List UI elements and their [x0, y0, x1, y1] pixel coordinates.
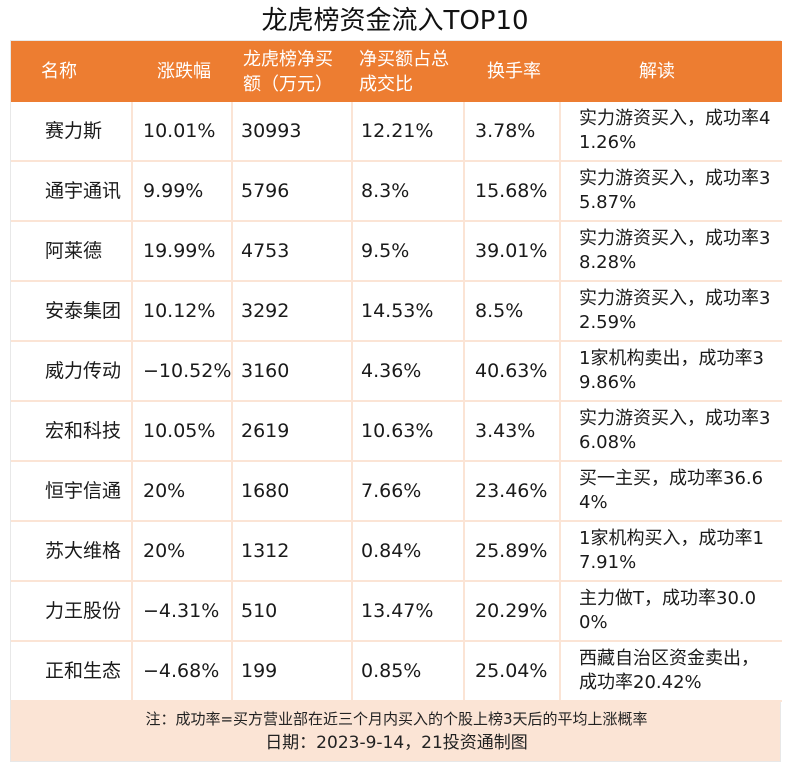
interpretation-cell: 买一主买，成功率36.64% — [561, 462, 782, 522]
interpretation-cell: 1家机构买入，成功率17.91% — [561, 522, 782, 582]
interpretation-cell: 实力游资买入，成功率38.28% — [561, 222, 782, 282]
net-buy-ratio-cell: 9.5% — [353, 222, 465, 282]
change-cell: 10.01% — [133, 102, 233, 162]
stock-name-cell: 威力传动 — [11, 342, 133, 402]
net-buy-cell: 2619 — [233, 402, 353, 462]
net-buy-ratio-cell: 12.21% — [353, 102, 465, 162]
stock-name-cell: 力王股份 — [11, 582, 133, 642]
change-cell: −4.68% — [133, 642, 233, 702]
header-net-buy-ratio: 净买额占总成交比 — [353, 41, 465, 102]
stock-name-cell: 宏和科技 — [11, 402, 133, 462]
header-name: 名称 — [11, 41, 133, 102]
table-row: 宏和科技 10.05% 2619 10.63% 3.43% 实力游资买入，成功率36.08… — [11, 402, 782, 462]
turnover-cell: 20.29% — [465, 582, 561, 642]
stock-name-cell: 赛力斯 — [11, 102, 133, 162]
net-buy-ratio-cell: 0.85% — [353, 642, 465, 702]
date-line: 日期：2023-9-14，21投资通制图 — [265, 733, 528, 753]
stock-name-cell: 恒宇信通 — [11, 462, 133, 522]
net-buy-ratio-cell: 8.3% — [353, 162, 465, 222]
turnover-cell: 3.43% — [465, 402, 561, 462]
stock-name-cell: 安泰集团 — [11, 282, 133, 342]
turnover-cell: 15.68% — [465, 162, 561, 222]
change-cell: 9.99% — [133, 162, 233, 222]
change-cell: 10.05% — [133, 402, 233, 462]
table-row: 苏大维格 20% 1312 0.84% 25.89% 1家机构买入，成功率17.91% — [11, 522, 782, 582]
header-change: 涨跌幅 — [133, 41, 233, 102]
turnover-cell: 25.89% — [465, 522, 561, 582]
table-row: 阿莱德 19.99% 4753 9.5% 39.01% 实力游资买入，成功率38.28% — [11, 222, 782, 282]
footnote: 注：成功率=买方营业部在近三个月内买入的个股上榜3天后的平均上涨概率 — [145, 710, 648, 728]
net-buy-cell: 199 — [233, 642, 353, 702]
net-buy-ratio-cell: 13.47% — [353, 582, 465, 642]
turnover-cell: 39.01% — [465, 222, 561, 282]
net-buy-ratio-cell: 14.53% — [353, 282, 465, 342]
net-buy-cell: 3292 — [233, 282, 353, 342]
stock-name-cell: 通宇通讯 — [11, 162, 133, 222]
table-frame: 名称 涨跌幅 龙虎榜净买额（万元） 净买额占总成交比 换手率 解读 赛力斯 10.… — [10, 40, 782, 762]
interpretation-cell: 西藏自治区资金卖出，成功率20.42% — [561, 642, 782, 702]
table-row: 恒宇信通 20% 1680 7.66% 23.46% 买一主买，成功率36.64% — [11, 462, 782, 522]
net-buy-ratio-cell: 10.63% — [353, 402, 465, 462]
turnover-cell: 8.5% — [465, 282, 561, 342]
header-net-buy: 龙虎榜净买额（万元） — [233, 41, 353, 102]
net-buy-cell: 3160 — [233, 342, 353, 402]
header-turnover: 换手率 — [465, 41, 561, 102]
interpretation-cell: 实力游资买入，成功率41.26% — [561, 102, 782, 162]
header-interpretation: 解读 — [561, 41, 782, 102]
change-cell: 20% — [133, 522, 233, 582]
turnover-cell: 40.63% — [465, 342, 561, 402]
stock-name-cell: 正和生态 — [11, 642, 133, 702]
stock-name-cell: 苏大维格 — [11, 522, 133, 582]
interpretation-cell: 实力游资买入，成功率35.87% — [561, 162, 782, 222]
table-row: 安泰集团 10.12% 3292 14.53% 8.5% 实力游资买入，成功率32.59% — [11, 282, 782, 342]
page-title: 龙虎榜资金流入TOP10 — [261, 6, 529, 36]
net-buy-cell: 5796 — [233, 162, 353, 222]
turnover-cell: 3.78% — [465, 102, 561, 162]
net-buy-cell: 510 — [233, 582, 353, 642]
interpretation-cell: 1家机构卖出，成功率39.86% — [561, 342, 782, 402]
interpretation-cell: 主力做T，成功率30.00% — [561, 582, 782, 642]
table-row: 赛力斯 10.01% 30993 12.21% 3.78% 实力游资买入，成功率41.26… — [11, 102, 782, 162]
change-cell: −4.31% — [133, 582, 233, 642]
table-row: 威力传动 −10.52% 3160 4.36% 40.63% 1家机构卖出，成功率39.8… — [11, 342, 782, 402]
net-buy-ratio-cell: 0.84% — [353, 522, 465, 582]
interpretation-cell: 实力游资买入，成功率36.08% — [561, 402, 782, 462]
change-cell: 20% — [133, 462, 233, 522]
interpretation-cell: 实力游资买入，成功率32.59% — [561, 282, 782, 342]
data-table: 名称 涨跌幅 龙虎榜净买额（万元） 净买额占总成交比 换手率 解读 赛力斯 10.… — [11, 41, 782, 702]
turnover-cell: 25.04% — [465, 642, 561, 702]
table-header-row: 名称 涨跌幅 龙虎榜净买额（万元） 净买额占总成交比 换手率 解读 — [11, 41, 782, 102]
net-buy-cell: 1312 — [233, 522, 353, 582]
net-buy-ratio-cell: 7.66% — [353, 462, 465, 522]
table-row: 通宇通讯 9.99% 5796 8.3% 15.68% 实力游资买入，成功率35.87% — [11, 162, 782, 222]
table-row: 力王股份 −4.31% 510 13.47% 20.29% 主力做T，成功率30.00% — [11, 582, 782, 642]
change-cell: −10.52% — [133, 342, 233, 402]
net-buy-cell: 30993 — [233, 102, 353, 162]
table-row: 正和生态 −4.68% 199 0.85% 25.04% 西藏自治区资金卖出，成功率20.… — [11, 642, 782, 702]
net-buy-ratio-cell: 4.36% — [353, 342, 465, 402]
turnover-cell: 23.46% — [465, 462, 561, 522]
change-cell: 19.99% — [133, 222, 233, 282]
net-buy-cell: 1680 — [233, 462, 353, 522]
change-cell: 10.12% — [133, 282, 233, 342]
net-buy-cell: 4753 — [233, 222, 353, 282]
stock-name-cell: 阿莱德 — [11, 222, 133, 282]
